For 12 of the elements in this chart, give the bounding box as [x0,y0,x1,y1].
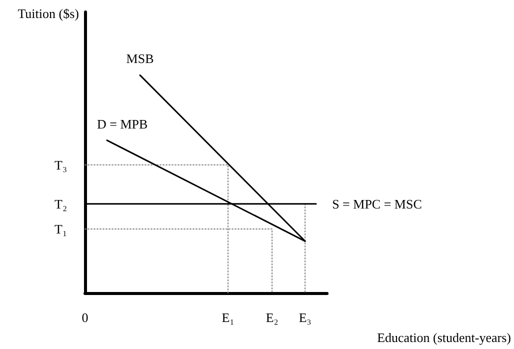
y-axis-title: Tuition ($s) [18,6,79,21]
x-tick-label: E₃ [298,310,312,325]
series-label: S = MPC = MSC [332,196,422,212]
annotation: T₂ [54,196,67,212]
series-label: MSB [126,51,154,66]
annotation: T₁ [54,221,67,236]
x-axis-title: Education (student-years) [377,330,512,345]
x-tick-label: E₁ [222,310,234,325]
series-label: D = MPB [97,116,148,132]
annotation: T₃ [54,157,67,172]
x-tick-label: E₂ [266,310,278,325]
x-tick-label: 0 [82,310,88,325]
